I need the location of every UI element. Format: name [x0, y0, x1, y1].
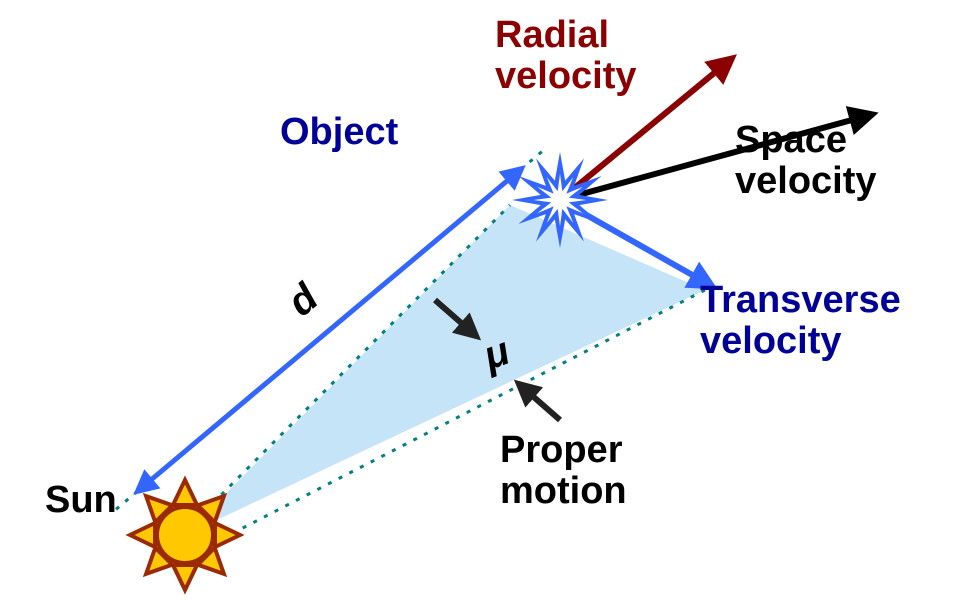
transverse-label: Transverse velocity — [700, 280, 901, 362]
space-label: Space velocity — [735, 120, 877, 202]
sun-label: Sun — [45, 480, 117, 521]
object-label: Object — [280, 112, 398, 153]
proper-label: Proper motion — [500, 430, 627, 512]
radial-label: Radial velocity — [495, 15, 637, 97]
